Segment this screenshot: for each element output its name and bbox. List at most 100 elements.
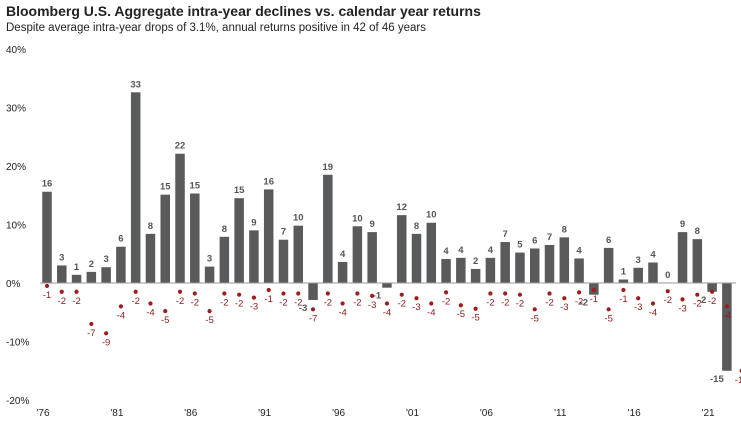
bar-label-2009: 6: [532, 235, 537, 246]
drawdown-dot-1988: [222, 291, 227, 296]
bar-2000: [396, 215, 407, 283]
drawdown-label-1992: -2: [279, 298, 287, 309]
drawdown-dot-2012: [576, 290, 582, 295]
bar-2009: [529, 248, 540, 283]
bar-label-2008: 5: [517, 240, 523, 251]
bar-2014: [603, 247, 614, 283]
bar-label-1979: 2: [89, 259, 94, 270]
drawdown-dot-1997: [355, 291, 360, 296]
drawdown-label-2001: -3: [412, 302, 420, 313]
bar-label-1983: 8: [148, 221, 153, 232]
bar-2008: [515, 252, 525, 283]
bar-1998: [367, 232, 377, 283]
drawdown-dot-2010: [547, 291, 552, 296]
bar-label-1982: 33: [130, 79, 141, 90]
x-tick-label: '01: [406, 408, 419, 419]
bar-2021: [707, 283, 717, 292]
drawdown-label-2016: -3: [634, 302, 642, 313]
drawdown-dot-2001: [414, 296, 419, 301]
bar-label-1999: -1: [373, 291, 382, 302]
drawdown-label-2017: -4: [649, 307, 657, 318]
drawdown-dot-2017: [650, 301, 656, 306]
bar-2007: [500, 242, 510, 283]
bar-label-2010: 7: [547, 232, 552, 243]
bar-label-2016: 3: [636, 255, 641, 266]
bar-1995: [323, 174, 333, 283]
bar-label-1990: 9: [251, 217, 256, 228]
drawdown-label-2010: -2: [545, 298, 553, 309]
bar-label-1995: 19: [323, 162, 334, 173]
bar-1992: [278, 239, 289, 283]
drawdown-dot-2011: [562, 296, 567, 301]
bar-2002: [426, 222, 437, 283]
drawdown-dot-1996: [340, 301, 345, 306]
drawdown-label-1982: -2: [131, 296, 139, 307]
drawdown-label-2014: -5: [604, 313, 612, 324]
drawdown-label-1988: -2: [220, 298, 228, 309]
bar-label-2007: 7: [503, 229, 508, 240]
x-tick-label: '81: [110, 408, 123, 419]
bar-label-1997: 10: [352, 213, 363, 224]
drawdown-dot-2004: [458, 303, 463, 308]
drawdown-label-1984: -5: [161, 315, 169, 326]
drawdown-label-2000: -2: [397, 299, 405, 310]
y-tick-label: 0%: [6, 279, 21, 290]
drawdown-label-47: -15: [735, 375, 741, 386]
bar-1982: [130, 92, 141, 283]
bar-label-1980: 3: [103, 254, 108, 265]
bar-label-2000: 12: [396, 202, 407, 213]
bar-label-2006: 4: [488, 245, 494, 256]
drawdown-label-1979: -7: [87, 328, 95, 339]
bar-2004: [456, 257, 466, 283]
bar-label-2022: -15: [710, 374, 724, 385]
bar-label-2019: 9: [680, 219, 685, 230]
bar-2012: [574, 258, 584, 283]
bar-1981: [116, 246, 126, 283]
drawdown-dot-1976: [44, 283, 50, 289]
bar-label-1988: 8: [222, 224, 227, 235]
bar-2003: [441, 259, 451, 283]
bar-label-1998: 9: [370, 219, 375, 230]
drawdown-label-1995: -2: [324, 298, 332, 309]
drawdown-dot-2009: [532, 307, 537, 312]
drawdown-label-1983: -4: [146, 307, 154, 318]
bar-2011: [559, 237, 570, 283]
y-tick-label: -20%: [6, 396, 29, 407]
bar-label-2015: 1: [621, 266, 627, 277]
drawdown-dot-1977: [59, 289, 64, 294]
bar-2022: [722, 283, 732, 371]
x-tick-label: '91: [258, 408, 271, 419]
drawdown-dot-2018: [665, 289, 670, 294]
drawdown-label-2019: -3: [678, 303, 686, 314]
bar-label-1994: -3: [299, 303, 307, 314]
drawdown-dot-1991: [266, 287, 271, 293]
drawdown-dot-1999: [384, 301, 390, 306]
drawdown-dot-1987: [207, 308, 212, 314]
drawdown-dot-2021: [710, 289, 715, 294]
drawdown-label-2009: -5: [531, 313, 539, 324]
bar-label-2012: 4: [576, 245, 582, 256]
chart-title: Bloomberg U.S. Aggregate intra-year decl…: [6, 3, 481, 19]
drawdown-dot-2014: [606, 307, 611, 312]
drawdown-label-1998: -3: [368, 300, 376, 311]
drawdown-label-2002: -4: [427, 307, 435, 318]
bar-1978: [71, 274, 82, 283]
bar-1988: [219, 236, 230, 283]
drawdown-label-2006: -2: [486, 298, 494, 309]
bar-label-2013: -2: [580, 298, 588, 309]
drawdown-label-2011: -3: [560, 302, 568, 313]
bar-label-1992: 7: [281, 227, 286, 238]
drawdown-label-1977: -2: [58, 296, 66, 307]
x-tick-label: '16: [628, 408, 641, 419]
bar-label-1987: 3: [207, 254, 212, 265]
bar-1979: [86, 271, 97, 283]
drawdown-dot-2008: [517, 292, 523, 297]
drawdown-label-1986: -2: [191, 298, 199, 309]
drawdown-label-2020: -2: [693, 299, 701, 310]
drawdown-dot-1984: [163, 308, 168, 314]
bar-1976: [42, 191, 52, 283]
bar-label-2020: 8: [695, 226, 700, 237]
bar-1977: [57, 265, 67, 283]
bar-1997: [352, 226, 363, 283]
